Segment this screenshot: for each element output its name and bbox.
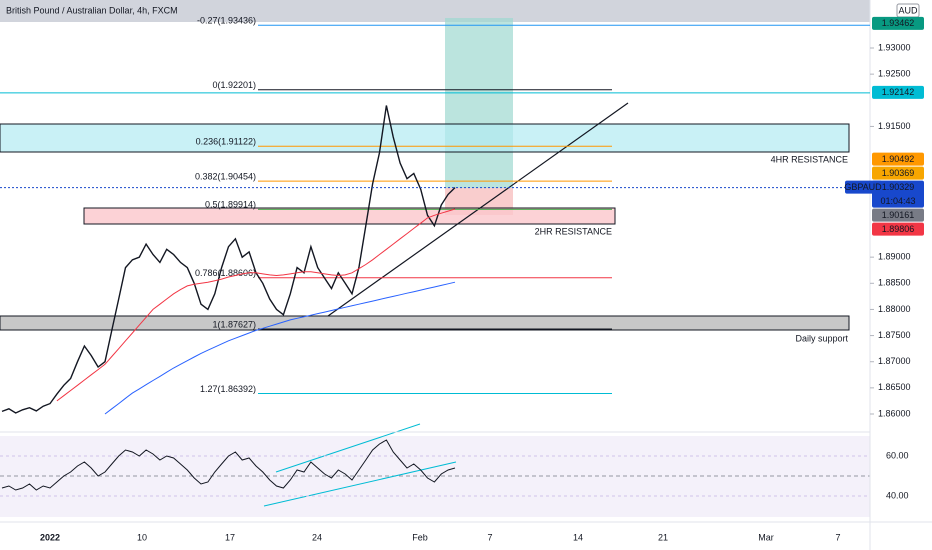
fib-label: 0.5(1.89914) bbox=[205, 200, 256, 210]
x-tick-label: 17 bbox=[225, 532, 235, 542]
top-band bbox=[0, 0, 870, 22]
countdown: 01:04:43 bbox=[880, 196, 915, 206]
price-tag bbox=[872, 166, 924, 180]
fib-label: -0.27(1.93436) bbox=[197, 16, 256, 26]
y-tick-label: 1.92500 bbox=[878, 69, 911, 79]
target-zone bbox=[445, 18, 513, 188]
price-tag bbox=[872, 85, 924, 99]
x-tick-label: 7 bbox=[487, 532, 492, 542]
x-tick-label: 24 bbox=[312, 532, 322, 542]
support-zone bbox=[0, 315, 850, 331]
price-tag bbox=[872, 208, 924, 222]
x-tick-label: Mar bbox=[758, 532, 774, 542]
fib-label: 0.382(1.90454) bbox=[195, 171, 256, 181]
y-tick-label: 1.93000 bbox=[878, 42, 911, 52]
x-tick-label: 14 bbox=[573, 532, 583, 542]
y-tick-label: 60.00 bbox=[886, 450, 909, 460]
rsi-line bbox=[1, 439, 456, 491]
price-line bbox=[1, 105, 456, 414]
price-tag-label: 1.90329 bbox=[882, 182, 915, 192]
y-tick-label: 1.87000 bbox=[878, 356, 911, 366]
symbol-label: GBPAUD bbox=[844, 182, 882, 192]
y-tick-label: 1.86000 bbox=[878, 408, 911, 418]
price-tag bbox=[872, 222, 924, 236]
y-tick-label: 1.88000 bbox=[878, 304, 911, 314]
zone-label: 4HR RESISTANCE bbox=[771, 154, 848, 164]
price-tag-label: 1.90492 bbox=[882, 154, 915, 164]
x-tick-label: 10 bbox=[137, 532, 147, 542]
fib-label: 1.27(1.86392) bbox=[200, 384, 256, 394]
resistance-zone bbox=[0, 123, 850, 153]
x-tick-label: 21 bbox=[658, 532, 668, 542]
y-tick-label: 1.91500 bbox=[878, 121, 911, 131]
price-tag bbox=[872, 16, 924, 30]
fib-label: 0.786(1.88606) bbox=[195, 268, 256, 278]
channel-line bbox=[263, 461, 457, 507]
price-tag bbox=[872, 180, 924, 208]
resistance-zone bbox=[83, 207, 616, 225]
price-tag-label: 1.89806 bbox=[882, 224, 915, 234]
price-tag-label: 1.90369 bbox=[882, 168, 915, 178]
fib-label: 1(1.87627) bbox=[212, 319, 256, 329]
price-tag-label: 1.93462 bbox=[882, 18, 915, 28]
y-tick-label: 1.86500 bbox=[878, 382, 911, 392]
price-tag-label: 1.92142 bbox=[882, 87, 915, 97]
zone-label: 2HR RESISTANCE bbox=[535, 226, 612, 236]
y-tick-label: 1.87500 bbox=[878, 330, 911, 340]
chart-title: British Pound / Australian Dollar, 4h, F… bbox=[6, 5, 178, 15]
fib-label: 0.236(1.91122) bbox=[196, 137, 256, 147]
x-tick-label: 7 bbox=[835, 532, 840, 542]
x-tick-label: 2022 bbox=[40, 532, 60, 542]
y-tick-label: 1.89000 bbox=[878, 252, 911, 262]
moving-average bbox=[104, 281, 456, 415]
x-tick-label: Feb bbox=[412, 532, 428, 542]
fib-label: 0(1.92201) bbox=[212, 80, 256, 90]
price-tag-label: 1.90161 bbox=[882, 210, 915, 220]
symbol-tag bbox=[845, 180, 882, 194]
zone-label: Daily support bbox=[795, 333, 848, 343]
moving-average bbox=[56, 208, 456, 402]
price-tag bbox=[872, 152, 924, 166]
currency: AUD bbox=[898, 5, 918, 15]
y-tick-label: 1.88500 bbox=[878, 278, 911, 288]
y-tick-label: 40.00 bbox=[886, 490, 909, 500]
